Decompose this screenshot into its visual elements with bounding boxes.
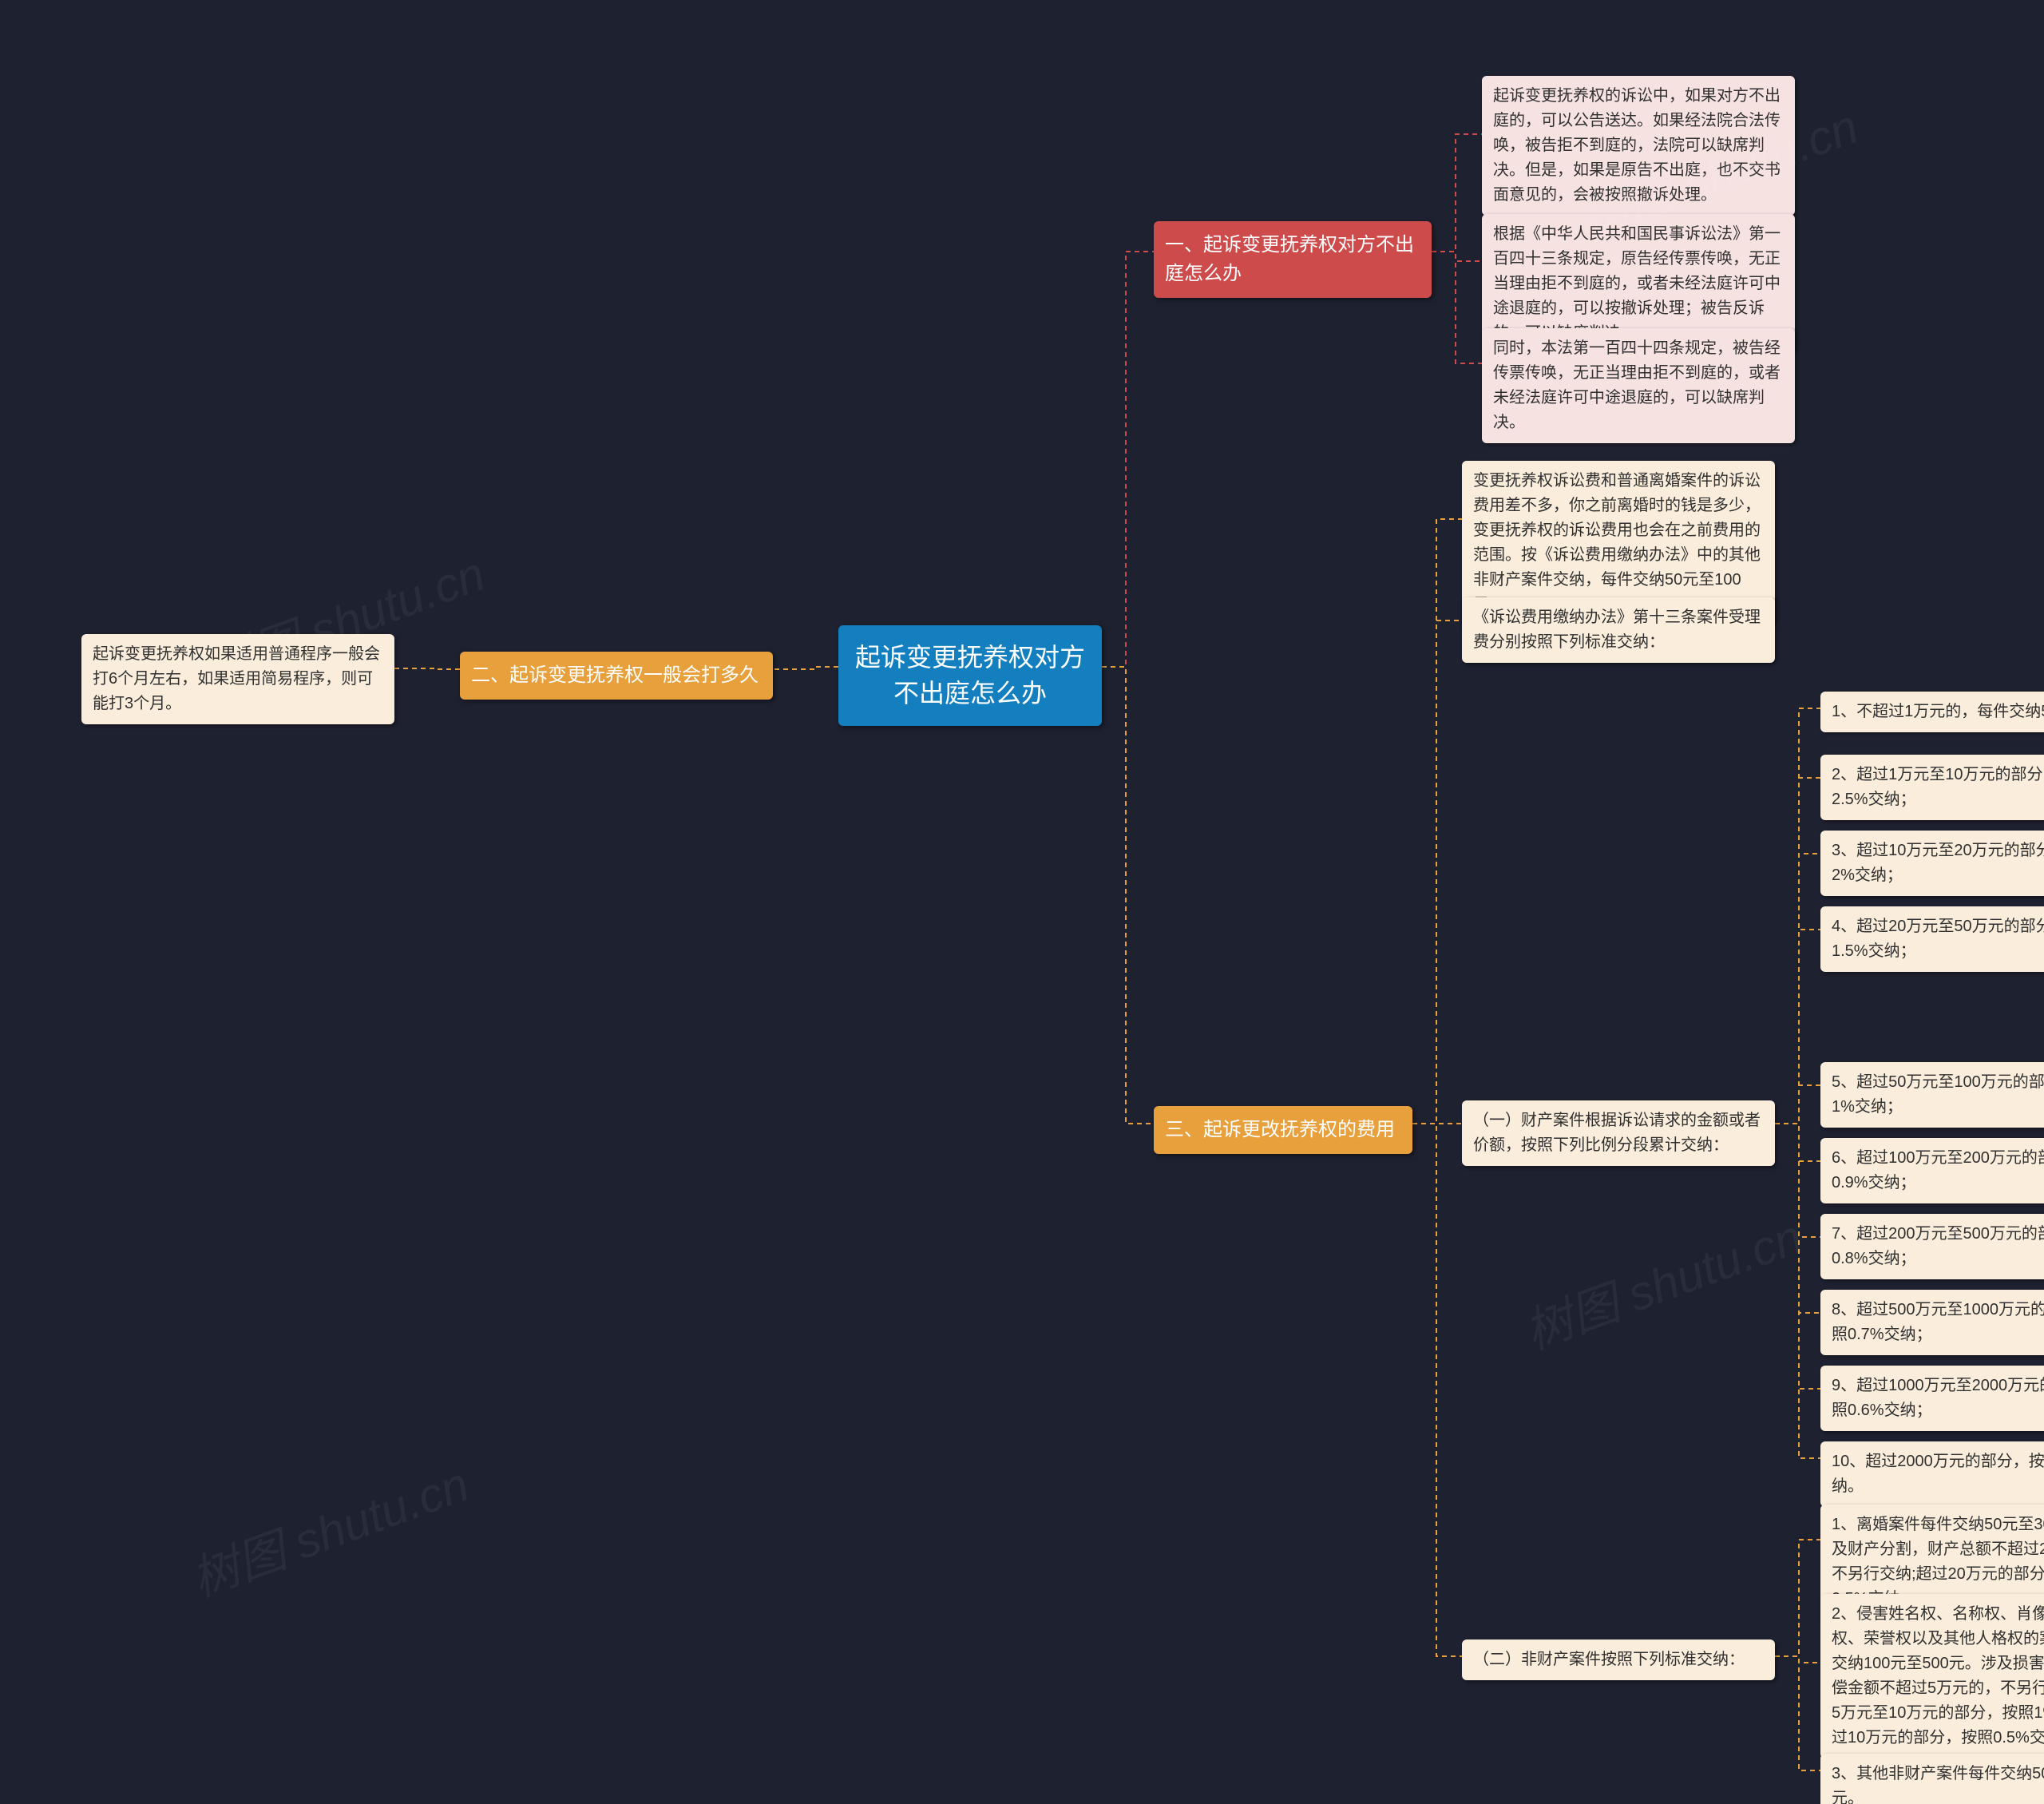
edge-b1-b1_3 [1432, 252, 1482, 363]
edge-b3_3-b3_3_8 [1775, 1124, 1820, 1313]
leaf-b3_3_3[interactable]: 3、超过10万元至20万元的部分，按照2%交纳； [1820, 831, 2044, 896]
leaf-b3_4_2[interactable]: 2、侵害姓名权、名称权、肖像权、名誉权、荣誉权以及其他人格权的案件，每件交纳10… [1820, 1594, 2044, 1758]
leaf-b3_3_2[interactable]: 2、超过1万元至10万元的部分，按照2.5%交纳； [1820, 755, 2044, 820]
leaf-b3_3_1[interactable]: 1、不超过1万元的，每件交纳50元； [1820, 692, 2044, 732]
branch-b3[interactable]: 三、起诉更改抚养权的费用 [1154, 1106, 1412, 1154]
edge-b3_4-b3_4_1 [1775, 1540, 1820, 1656]
leaf-b1_3[interactable]: 同时，本法第一百四十四条规定，被告经传票传唤，无正当理由拒不到庭的，或者未经法庭… [1482, 328, 1795, 443]
edge-b3_4-b3_4_2 [1775, 1656, 1820, 1663]
edge-b3-b3_4 [1412, 1124, 1462, 1656]
leaf-b2_1[interactable]: 起诉变更抚养权如果适用普通程序一般会打6个月左右，如果适用简易程序，则可能打3个… [81, 634, 394, 724]
edge-b3-b3_2 [1412, 620, 1462, 1124]
watermark-1: 树图 shutu.cn [180, 1445, 477, 1610]
leaf-b3_4_3[interactable]: 3、其他非财产案件每件交纳50元至100元。 [1820, 1754, 2044, 1804]
edge-b3-b3_1 [1412, 519, 1462, 1124]
watermark-3: 树图 shutu.cn [1514, 1198, 1810, 1362]
edge-b3_3-b3_3_7 [1775, 1124, 1820, 1237]
branch-b2[interactable]: 二、起诉变更抚养权一般会打多久 [460, 652, 773, 700]
edge-b3_3-b3_3_6 [1775, 1124, 1820, 1161]
leaf-b3_3_5[interactable]: 5、超过50万元至100万元的部分，按照1%交纳； [1820, 1062, 2044, 1128]
leaf-b3_3_10[interactable]: 10、超过2000万元的部分，按照0.5%交纳。 [1820, 1441, 2044, 1507]
edge-b3_3-b3_3_5 [1775, 1085, 1820, 1124]
edge-b3_3-b3_3_10 [1775, 1124, 1820, 1458]
leaf-b3_3_7[interactable]: 7、超过200万元至500万元的部分，按照0.8%交纳； [1820, 1214, 2044, 1279]
edge-root-b1 [1102, 252, 1154, 667]
edge-b3_3-b3_3_2 [1775, 778, 1820, 1124]
edge-b3_3-b3_3_3 [1775, 854, 1820, 1124]
leaf-b3_3_4[interactable]: 4、超过20万元至50万元的部分，按照1.5%交纳； [1820, 906, 2044, 972]
leaf-b3_3[interactable]: （一）财产案件根据诉讼请求的金额或者价额，按照下列比例分段累计交纳： [1462, 1100, 1775, 1166]
edge-b2-b2_1 [394, 668, 460, 669]
leaf-b3_3_6[interactable]: 6、超过100万元至200万元的部分，按照0.9%交纳； [1820, 1138, 2044, 1203]
leaf-b3_4[interactable]: （二）非财产案件按照下列标准交纳： [1462, 1639, 1775, 1680]
edge-root-b2 [773, 667, 838, 669]
edge-b3_3-b3_3_4 [1775, 930, 1820, 1124]
leaf-b3_3_9[interactable]: 9、超过1000万元至2000万元的部分，按照0.6%交纳； [1820, 1366, 2044, 1431]
leaf-b3_2[interactable]: 《诉讼费用缴纳办法》第十三条案件受理费分别按照下列标准交纳： [1462, 597, 1775, 663]
edge-b3_3-b3_3_1 [1775, 708, 1820, 1124]
root-node[interactable]: 起诉变更抚养权对方不出庭怎么办 [838, 625, 1102, 726]
branch-b1[interactable]: 一、起诉变更抚养权对方不出庭怎么办 [1154, 221, 1432, 298]
edge-b3_3-b3_3_9 [1775, 1124, 1820, 1389]
edge-root-b3 [1102, 667, 1154, 1124]
edge-b1-b1_1 [1432, 134, 1482, 252]
edge-b3_4-b3_4_3 [1775, 1656, 1820, 1770]
edge-b1-b1_2 [1432, 252, 1482, 261]
leaf-b1_1[interactable]: 起诉变更抚养权的诉讼中，如果对方不出庭的，可以公告送达。如果经法院合法传唤，被告… [1482, 76, 1795, 216]
leaf-b3_3_8[interactable]: 8、超过500万元至1000万元的部分，按照0.7%交纳； [1820, 1290, 2044, 1355]
